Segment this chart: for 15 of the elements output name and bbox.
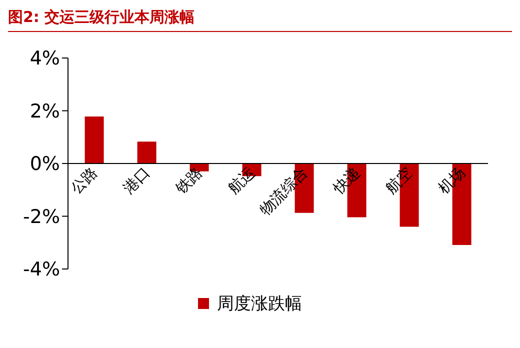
x-tick-label: 机场 [434,164,469,198]
legend-label: 周度涨跌幅 [217,293,302,315]
chart-title: 图2: 交运三级行业本周涨幅 [8,8,512,32]
x-tick-label: 港口 [120,164,154,198]
x-tick-label: 快递 [328,164,364,198]
x-tick-label: 公路 [67,164,102,198]
y-tick-label: 0% [30,153,60,176]
bar [84,116,104,164]
y-tick-label: 4% [30,48,60,70]
bar [137,142,156,164]
y-tick-label: -2% [23,206,60,228]
y-tick-label: 2% [30,100,60,122]
x-tick-label: 航空 [382,164,416,198]
y-tick-label: -4% [23,258,60,281]
x-tick-label: 铁路 [171,164,206,198]
